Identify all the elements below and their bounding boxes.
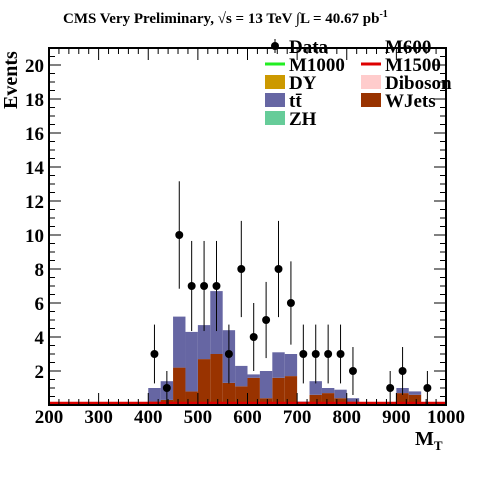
data-point-11	[286, 299, 295, 307]
data-point-1	[162, 384, 171, 392]
data-point-5	[212, 282, 221, 290]
bar-wjets-13	[210, 354, 223, 405]
data-point-18	[398, 367, 407, 375]
title-sqrt: √s	[218, 11, 232, 27]
chart-title: CMS Very Preliminary, √s = 13 TeV ∫L = 4…	[63, 9, 388, 27]
data-point-13	[311, 350, 320, 358]
legend-swatch-dy	[265, 75, 285, 89]
x-tick-label-800: 800	[333, 407, 362, 428]
bar-tt-16	[247, 374, 260, 378]
legend: Data M600 M1000 M1500 DY Diboson tt̄ WJets ZH	[265, 37, 452, 130]
legend-label-m600: M600	[385, 37, 431, 58]
bar-tt-24	[346, 398, 360, 402]
data-point-2	[175, 231, 184, 239]
x-axis-label: MT	[415, 428, 443, 453]
bar-tt-17	[259, 371, 273, 399]
bar-tt-15	[235, 365, 248, 387]
y-tick-label-20: 20	[25, 56, 44, 77]
y-tick-label-16: 16	[25, 124, 44, 145]
y-axis-label: Events	[0, 51, 22, 109]
title-main: CMS Very Preliminary,	[63, 11, 218, 27]
x-tick-label-300: 300	[84, 407, 113, 428]
y-tick-label-18: 18	[25, 90, 44, 111]
data-point-16	[348, 367, 357, 375]
legend-swatch-diboson	[361, 75, 381, 89]
bar-wjets-23	[334, 398, 347, 405]
bar-wjets-21	[309, 394, 322, 405]
legend-swatch-tt	[265, 93, 285, 107]
bar-tt-12	[197, 325, 211, 360]
y-tick-label-8: 8	[35, 260, 45, 281]
data-point-19	[423, 384, 432, 392]
bar-tt-18	[272, 352, 285, 378]
data-point-4	[200, 282, 209, 290]
data-point-8	[249, 333, 258, 341]
bar-wjets-28	[396, 393, 409, 405]
data-point-7	[237, 265, 246, 273]
y-tick-label-10: 10	[25, 226, 44, 247]
bar-tt-8	[148, 388, 161, 402]
bar-tt-22	[321, 388, 335, 394]
legend-label-wjets: WJets	[385, 91, 436, 112]
bar-tt-29	[408, 391, 422, 395]
bar-wjets-15	[235, 386, 248, 405]
data-point-14	[324, 350, 333, 358]
y-tick-label-4: 4	[35, 328, 45, 349]
bar-tt-23	[334, 389, 347, 399]
x-tick-label-200: 200	[35, 407, 64, 428]
bar-wjets-10	[173, 367, 186, 405]
bar-wjets-18	[272, 377, 285, 405]
legend-label-diboson: Diboson	[385, 73, 452, 94]
bar-wjets-29	[408, 394, 422, 405]
frame-layer: 200 300 400 500 600 700 800 900 1000 2 4 6 8 10 12 14 16…	[25, 47, 465, 428]
legend-label-zh: ZH	[289, 109, 317, 130]
x-tick-label-1000: 1000	[427, 407, 465, 428]
bar-wjets-22	[321, 393, 335, 405]
data-point-9	[262, 316, 271, 324]
bar-wjets-16	[247, 377, 260, 405]
title-energy: = 13 TeV	[232, 11, 296, 27]
bar-tt-21	[309, 381, 322, 395]
legend-label-m1000: M1000	[289, 55, 345, 76]
data-point-6	[224, 350, 233, 358]
y-tick-label-6: 6	[35, 294, 45, 315]
x-tick-label-600: 600	[233, 407, 262, 428]
legend-swatch-zh	[265, 111, 285, 125]
x-tick-label-700: 700	[283, 407, 312, 428]
legend-swatch-wjets	[361, 93, 381, 107]
x-tick-label-900: 900	[382, 407, 411, 428]
bar-wjets-19	[284, 376, 298, 405]
x-tick-label-400: 400	[134, 407, 163, 428]
title-int: ∫	[295, 11, 302, 27]
y-tick-label-14: 14	[25, 158, 45, 179]
bar-tt-11	[185, 331, 198, 392]
data-point-0	[150, 350, 159, 358]
bar-wjets-12	[197, 359, 211, 405]
bar-wjets-14	[222, 382, 236, 405]
title-lumi-exp: -1	[379, 9, 387, 20]
legend-label-tt: tt̄	[289, 91, 302, 112]
data-point-15	[336, 350, 345, 358]
legend-label-data: Data	[289, 37, 329, 58]
data-layer	[150, 181, 432, 405]
y-tick-label-12: 12	[25, 192, 44, 213]
bar-tt-19	[284, 354, 298, 377]
data-point-17	[386, 384, 395, 392]
x-axis-label-sub: T	[434, 438, 443, 453]
bar-tt-10	[173, 316, 186, 368]
x-axis-label-main: M	[415, 428, 434, 450]
data-point-12	[299, 350, 308, 358]
legend-label-dy: DY	[289, 73, 317, 94]
data-point-3	[187, 282, 196, 290]
legend-marker-data	[271, 42, 279, 50]
y-tick-label-2: 2	[35, 362, 45, 383]
legend-label-m1500: M1500	[385, 55, 441, 76]
bar-wjets-11	[185, 391, 198, 405]
data-point-10	[274, 265, 283, 273]
x-tick-label-500: 500	[184, 407, 213, 428]
bar-wjets-17	[259, 398, 273, 405]
title-lumi: L = 40.67 pb	[300, 11, 379, 27]
